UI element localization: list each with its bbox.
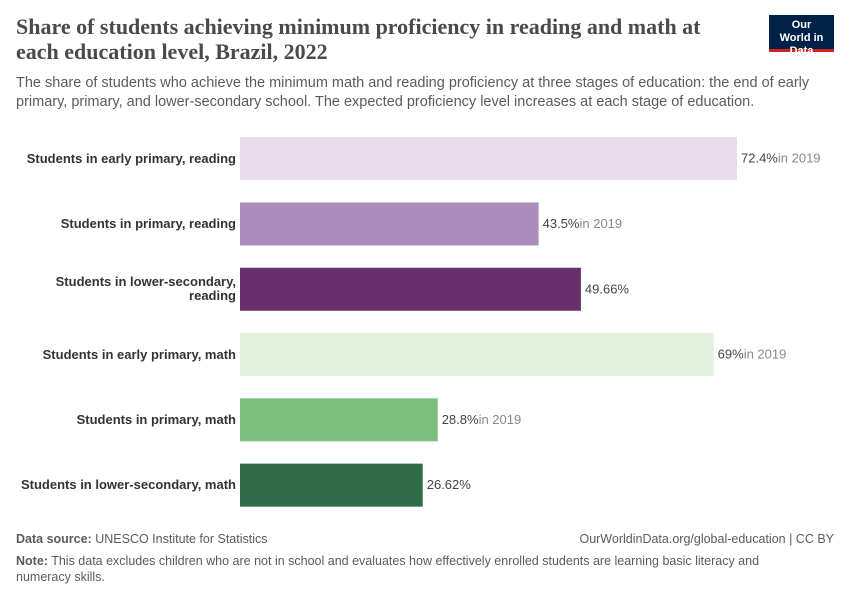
bar (240, 333, 714, 377)
bar (240, 202, 539, 246)
value-label: 69% (718, 347, 744, 362)
value-label-group: 69%in 2019 (718, 347, 787, 362)
chart-subtitle: The share of students who achieve the mi… (16, 75, 810, 110)
year-note: in 2019 (744, 347, 787, 362)
bar (240, 398, 438, 442)
value-label-group: 26.62% (427, 478, 472, 493)
category-label: Students in lower-secondary, math (20, 477, 236, 493)
year-note: in 2019 (579, 216, 622, 231)
value-label-group: 49.66% (585, 282, 630, 297)
value-label: 28.8% (442, 412, 479, 427)
note: Note: This data excludes children who ar… (16, 553, 816, 585)
value-label-group: 28.8%in 2019 (442, 412, 522, 427)
url[interactable]: OurWorldinData.org/global-education | CC… (579, 532, 834, 546)
bar (240, 137, 737, 181)
value-label: 72.4% (741, 151, 778, 166)
category-label: Students in early primary, math (42, 346, 236, 362)
source: Data source: UNESCO Institute for Statis… (16, 532, 268, 546)
note-text: This data excludes children who are not … (16, 554, 760, 584)
note-label: Note: (16, 554, 48, 568)
value-label-group: 43.5%in 2019 (543, 216, 623, 231)
source-label: Data source: (16, 532, 92, 546)
year-note: in 2019 (479, 412, 522, 427)
category-label: Students in early primary, reading (26, 150, 236, 166)
value-label-group: 72.4%in 2019 (741, 151, 821, 166)
logo[interactable]: Our World in Data (769, 15, 834, 57)
category-label: Students in lower-secondary, reading (55, 274, 236, 304)
value-label: 49.66% (585, 282, 630, 297)
source-text: UNESCO Institute for Statistics (95, 532, 268, 546)
year-note: in 2019 (778, 151, 821, 166)
category-label: Students in primary, math (76, 411, 236, 427)
value-label: 43.5% (543, 216, 580, 231)
bar (240, 463, 423, 507)
bar (240, 267, 581, 311)
chart-title: Share of students achieving minimum prof… (16, 14, 701, 64)
value-label: 26.62% (427, 478, 472, 493)
category-label: Students in primary, reading (60, 215, 236, 231)
